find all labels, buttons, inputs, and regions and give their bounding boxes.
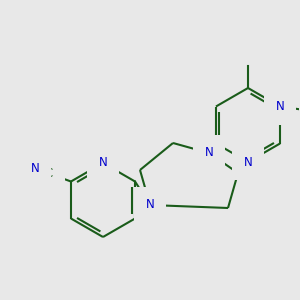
Text: N: N [205,146,213,160]
Text: N: N [244,155,252,169]
Text: N: N [31,162,39,175]
Text: N: N [276,100,284,113]
Text: N: N [146,199,154,212]
Text: N: N [99,157,107,169]
Text: C: C [45,167,53,180]
